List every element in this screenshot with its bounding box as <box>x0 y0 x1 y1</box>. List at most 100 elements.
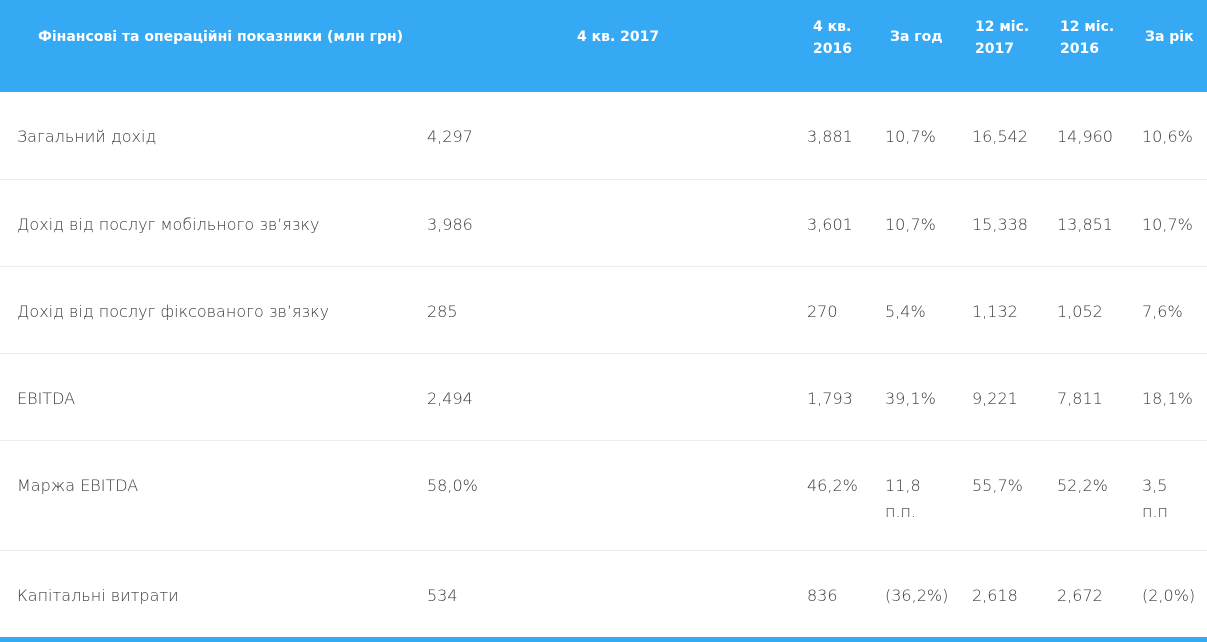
q4-2016-value: 3,881 <box>807 127 853 146</box>
q4-2016-cell: 1,793 <box>807 353 885 441</box>
m12-2016-value: 2,672 <box>1057 585 1103 605</box>
header-12m-2016-line1: 12 міс. <box>1060 19 1115 35</box>
yoy-quarter-cell: 10,7% <box>885 179 972 267</box>
yoy-year-value: (2,0%) <box>1142 585 1196 605</box>
yoy-year-cell: 3,5 п.п <box>1142 440 1207 551</box>
header-indicator-label: Фінансові та операційні показники (млн г… <box>38 29 404 45</box>
q4-2016-cell: 46,2% <box>807 440 885 551</box>
q4-2016-value: 46,2% <box>807 475 858 495</box>
m12-2016-cell: 1,052 <box>1057 266 1142 354</box>
q4-2017-cell: 58,0% <box>427 440 807 551</box>
q4-2017-value: 2,494 <box>427 388 473 408</box>
header-q4-2016-line1: 4 кв. <box>813 19 852 35</box>
yoy-quarter-cell: 39,1% <box>885 353 972 441</box>
m12-2016-value: 1,052 <box>1057 301 1103 321</box>
table-body: Загальний дохід 4,297 3,881 10,7% 16,542… <box>0 92 1207 637</box>
yoy-year-value: 10,6% <box>1142 127 1193 146</box>
row-label-cell: Дохід від послуг мобільного зв’язку <box>0 179 427 267</box>
m12-2016-cell: 7,811 <box>1057 353 1142 441</box>
q4-2016-value: 3,601 <box>807 214 853 234</box>
m12-2017-value: 16,542 <box>972 127 1028 146</box>
q4-2017-value: 3,986 <box>427 214 473 234</box>
yoy-quarter-cell: 10,7% <box>885 92 972 180</box>
m12-2017-value: 2,618 <box>972 585 1018 605</box>
header-12m-2017-line2: 2017 <box>975 41 1014 57</box>
m12-2017-value: 55,7% <box>972 475 1023 495</box>
yoy-quarter-cell: (36,2%) <box>885 550 972 637</box>
table-row: Дохід від послуг мобільного зв’язку 3,98… <box>0 179 1207 267</box>
yoy-year-cell: 18,1% <box>1142 353 1207 441</box>
table-row: Маржа EBITDA 58,0% 46,2% 11,8 п.п. 55,7% … <box>0 440 1207 551</box>
q4-2016-value: 270 <box>807 301 838 321</box>
m12-2016-cell: 13,851 <box>1057 179 1142 267</box>
m12-2016-cell: 2,672 <box>1057 550 1142 637</box>
m12-2017-cell: 9,221 <box>972 353 1057 441</box>
q4-2017-cell: 534 <box>427 550 807 637</box>
table-row: Дохід від послуг фіксованого зв’язку 285… <box>0 266 1207 354</box>
yoy-year-cell: 10,7% <box>1142 179 1207 267</box>
yoy-year-unit: п.п <box>1142 501 1169 521</box>
header-q4-2017: 4 кв. 2017 <box>427 0 807 92</box>
row-label: Дохід від послуг фіксованого зв’язку <box>17 301 330 321</box>
m12-2016-value: 14,960 <box>1057 127 1113 146</box>
header-12m-2017-line1: 12 міс. <box>975 19 1030 35</box>
q4-2016-cell: 3,881 <box>807 92 885 180</box>
header-12m-2016-line2: 2016 <box>1060 41 1099 57</box>
yoy-year-cell: (2,0%) <box>1142 550 1207 637</box>
header-yoy-year: За рік <box>1142 0 1207 92</box>
m12-2017-value: 1,132 <box>972 301 1018 321</box>
row-label-cell: Дохід від послуг фіксованого зв’язку <box>0 266 427 354</box>
m12-2016-value: 7,811 <box>1057 388 1103 408</box>
m12-2016-value: 52,2% <box>1057 475 1108 495</box>
row-label: Капітальні витрати <box>17 585 179 605</box>
m12-2016-cell: 14,960 <box>1057 92 1142 180</box>
header-yoy-quarter-label: За год <box>890 29 943 45</box>
header-12m-2016: 12 міс. 2016 <box>1057 0 1142 92</box>
header-row: Фінансові та операційні показники (млн г… <box>0 0 1207 92</box>
q4-2016-cell: 3,601 <box>807 179 885 267</box>
table-row: EBITDA 2,494 1,793 39,1% 9,221 7,811 18,… <box>0 353 1207 441</box>
q4-2016-value: 1,793 <box>807 388 853 408</box>
yoy-quarter-value: 39,1% <box>885 388 936 408</box>
q4-2016-cell: 836 <box>807 550 885 637</box>
yoy-year-cell: 7,6% <box>1142 266 1207 354</box>
m12-2017-cell: 16,542 <box>972 92 1057 180</box>
m12-2017-cell: 1,132 <box>972 266 1057 354</box>
yoy-quarter-value: (36,2%) <box>885 585 949 605</box>
row-label: Загальний дохід <box>17 127 157 146</box>
q4-2017-cell: 2,494 <box>427 353 807 441</box>
table-row: Капітальні витрати 534 836 (36,2%) 2,618… <box>0 550 1207 637</box>
yoy-year-value: 7,6% <box>1142 301 1183 321</box>
row-label-cell: Капітальні витрати <box>0 550 427 637</box>
row-label-cell: Загальний дохід <box>0 92 427 180</box>
row-label: Маржа EBITDA <box>17 475 139 495</box>
header-yoy-quarter: За год <box>885 0 972 92</box>
header-yoy-year-label: За рік <box>1145 29 1194 45</box>
m12-2016-value: 13,851 <box>1057 214 1113 234</box>
q4-2017-value: 4,297 <box>427 127 473 146</box>
row-label: EBITDA <box>17 388 76 408</box>
q4-2016-cell: 270 <box>807 266 885 354</box>
table-bottom-accent-bar <box>0 637 1207 642</box>
header-12m-2017: 12 міс. 2017 <box>972 0 1057 92</box>
header-q4-2016-line2: 2016 <box>813 41 852 57</box>
q4-2017-cell: 285 <box>427 266 807 354</box>
yoy-year-value: 10,7% <box>1142 214 1193 234</box>
header-indicator: Фінансові та операційні показники (млн г… <box>0 0 427 92</box>
q4-2017-cell: 3,986 <box>427 179 807 267</box>
m12-2017-cell: 2,618 <box>972 550 1057 637</box>
yoy-quarter-value: 10,7% <box>885 127 936 146</box>
m12-2017-cell: 55,7% <box>972 440 1057 551</box>
row-label-cell: Маржа EBITDA <box>0 440 427 551</box>
yoy-quarter-value: 11,8 <box>885 475 921 495</box>
m12-2016-cell: 52,2% <box>1057 440 1142 551</box>
q4-2017-cell: 4,297 <box>427 92 807 180</box>
q4-2017-value: 534 <box>427 585 458 605</box>
yoy-quarter-value: 10,7% <box>885 214 936 234</box>
yoy-year-cell: 10,6% <box>1142 92 1207 180</box>
row-label-cell: EBITDA <box>0 353 427 441</box>
yoy-year-value: 18,1% <box>1142 388 1193 408</box>
m12-2017-cell: 15,338 <box>972 179 1057 267</box>
